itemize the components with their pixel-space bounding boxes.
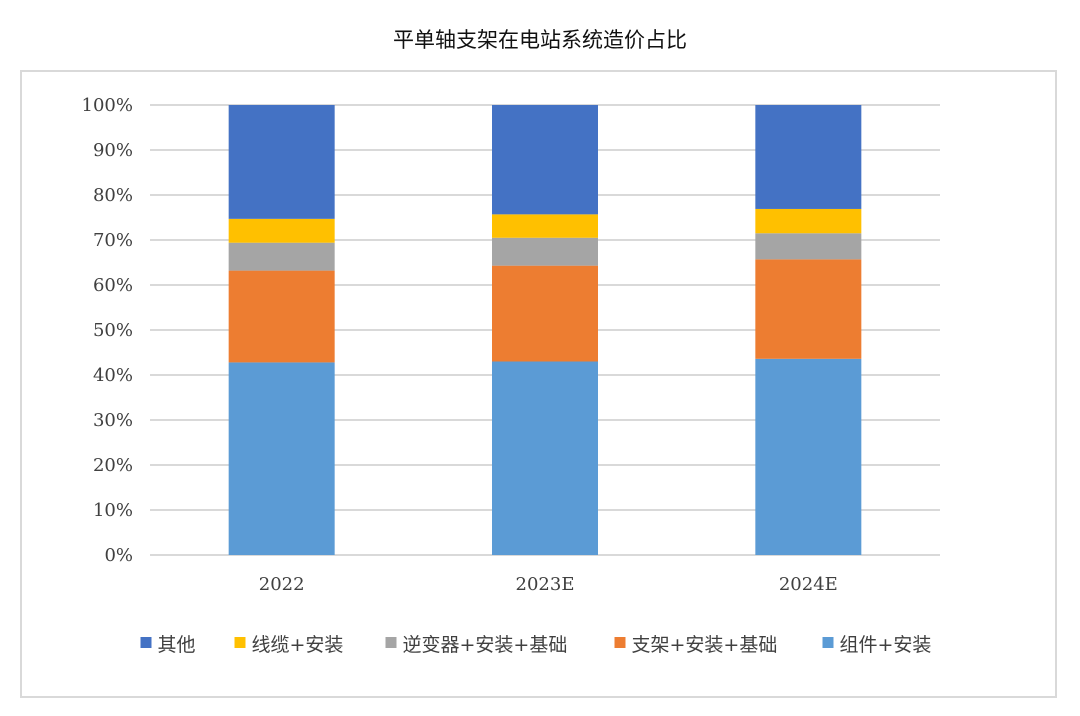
y-tick-label: 0% <box>104 545 133 566</box>
legend-swatch <box>385 637 397 648</box>
chart-title: 平单轴支架在电站系统造价占比 <box>393 28 687 52</box>
bar-segment <box>492 105 598 215</box>
bar-segment <box>228 218 335 243</box>
bar-segment <box>228 105 335 219</box>
legend-swatch <box>614 637 626 648</box>
y-tick-label: 100% <box>82 95 133 116</box>
legend-swatch <box>234 637 246 648</box>
y-tick-label: 90% <box>93 140 133 161</box>
bar-segment <box>755 208 862 234</box>
legend-label: 组件+安装 <box>840 634 932 656</box>
bar-segment <box>755 259 862 359</box>
legend-label: 支架+安装+基础 <box>632 634 778 656</box>
bar-segment <box>492 214 598 238</box>
chart-frame <box>20 70 1057 698</box>
bar-segment <box>228 270 335 363</box>
legend-label: 其他 <box>158 634 196 656</box>
y-tick-label: 80% <box>93 185 133 206</box>
y-tick-label: 10% <box>93 500 133 521</box>
bar-segment <box>755 358 862 555</box>
bar-segment <box>755 105 862 209</box>
y-tick-label: 20% <box>93 455 133 476</box>
legend-label: 线缆+安装 <box>252 634 344 656</box>
y-tick-label: 50% <box>93 320 133 341</box>
y-tick-label: 40% <box>93 365 133 386</box>
bar-segment <box>228 242 335 271</box>
x-tick-label: 2024E <box>779 574 838 595</box>
y-tick-label: 60% <box>93 275 133 296</box>
bar-segment <box>755 233 862 260</box>
x-tick-label: 2023E <box>516 574 575 595</box>
bar-segment <box>492 361 598 555</box>
bar-segment <box>492 237 598 266</box>
y-tick-label: 30% <box>93 410 133 431</box>
bar-segment <box>228 362 335 555</box>
bar-segment <box>492 265 598 362</box>
legend-swatch <box>822 637 834 648</box>
x-tick-label: 2022 <box>259 574 305 595</box>
y-tick-label: 70% <box>93 230 133 251</box>
legend-label: 逆变器+安装+基础 <box>403 634 568 656</box>
legend-swatch <box>140 637 152 648</box>
